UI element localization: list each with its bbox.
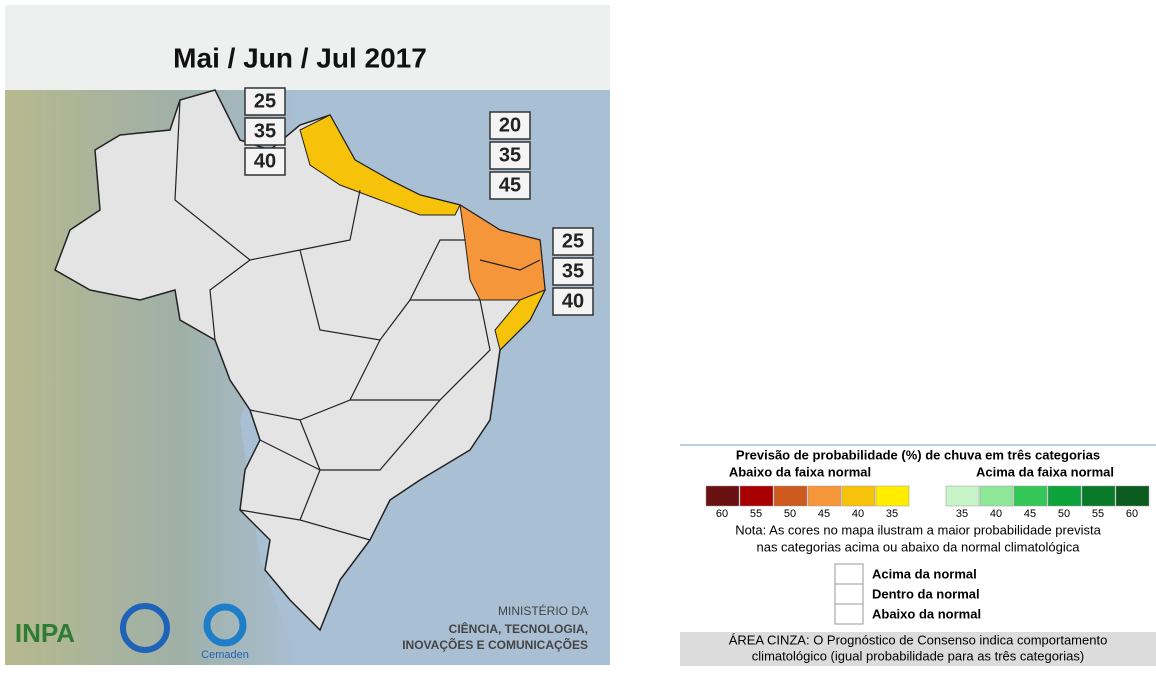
color-swatch (773, 485, 808, 507)
region-40 (494, 289, 547, 351)
probability-box (552, 227, 594, 256)
ministry-line: MINISTÉRIO DA (498, 603, 588, 618)
legend-title: Previsão de probabilidade (%) de chuva e… (736, 447, 1100, 462)
color-swatch (739, 485, 774, 507)
color-swatch (1047, 485, 1082, 507)
probability-value: 35 (562, 260, 584, 282)
category-box (834, 583, 864, 605)
swatch-label: 40 (990, 508, 1002, 520)
swatch-label: 50 (1058, 508, 1070, 520)
probability-value: 40 (254, 150, 276, 172)
logo-cemaden: Cemaden (201, 649, 249, 661)
swatch-label: 45 (818, 508, 830, 520)
probability-value: 25 (562, 230, 584, 252)
color-swatch (1013, 485, 1048, 507)
color-swatch (979, 485, 1014, 507)
legend-note: Nota: As cores no mapa ilustram a maior … (735, 522, 1101, 537)
map-title: Mai / Jun / Jul 2017 (173, 42, 427, 73)
category-label: Acima da normal (872, 566, 977, 581)
region-40 (299, 114, 461, 216)
legend-above-label: Acima da faixa normal (976, 464, 1114, 479)
probability-value: 40 (562, 290, 584, 312)
probability-box (244, 147, 286, 176)
legend-note: nas categorias acima ou abaixo da normal… (756, 539, 1080, 554)
swatch-label: 50 (784, 508, 796, 520)
category-box (834, 603, 864, 625)
color-swatch (1081, 485, 1116, 507)
probability-box (552, 257, 594, 286)
swatch-label: 55 (1092, 508, 1104, 520)
title-band (5, 5, 610, 90)
probability-box (552, 287, 594, 316)
color-swatch (705, 485, 740, 507)
logo-inpa: INPA (15, 618, 75, 648)
probability-box (489, 141, 531, 170)
color-swatch (807, 485, 842, 507)
brazil (54, 89, 546, 632)
state-borders (174, 99, 541, 541)
category-label: Dentro da normal (872, 586, 980, 601)
probability-value: 45 (499, 174, 521, 196)
probability-value: 35 (254, 120, 276, 142)
swatch-label: 40 (852, 508, 864, 520)
probability-value: 20 (499, 114, 521, 136)
swatch-label: 45 (1024, 508, 1036, 520)
probability-value: 35 (499, 144, 521, 166)
color-swatch (945, 485, 980, 507)
probability-box (489, 111, 531, 140)
gray-area-note: ÁREA CINZA: O Prognóstico de Consenso in… (729, 632, 1108, 647)
color-swatch (1115, 485, 1150, 507)
logo-mark (120, 603, 170, 653)
gray-area-box (680, 632, 1156, 666)
legend-below-label: Abaixo da faixa normal (729, 464, 871, 479)
gray-area-note: climatológico (igual probabilidade para … (752, 648, 1084, 663)
probability-boxes: 25 35 40 20 35 45 25 35 40 (244, 87, 594, 316)
color-swatch (875, 485, 910, 507)
category-label: Abaixo da normal (872, 606, 981, 621)
swatch-label: 35 (886, 508, 898, 520)
swatch-label: 60 (1126, 508, 1138, 520)
color-swatch (841, 485, 876, 507)
swatch-label: 35 (956, 508, 968, 520)
color-scales: 60 55 50 45 40 35 35 40 45 50 55 60 (705, 485, 1150, 520)
category-legend: Acima da normal Dentro da normal Abaixo da… (834, 563, 981, 625)
probability-box (244, 87, 286, 116)
probability-box (489, 171, 531, 200)
probability-box (244, 117, 286, 146)
logo-mark (203, 603, 247, 647)
ministry-line: CIÊNCIA, TECNOLOGIA, (449, 621, 588, 636)
probability-value: 25 (254, 90, 276, 112)
ministry-line: INOVAÇÕES E COMUNICAÇÕES (402, 637, 588, 652)
swatch-label: 55 (750, 508, 762, 520)
category-box (834, 563, 864, 585)
swatch-label: 60 (716, 508, 728, 520)
